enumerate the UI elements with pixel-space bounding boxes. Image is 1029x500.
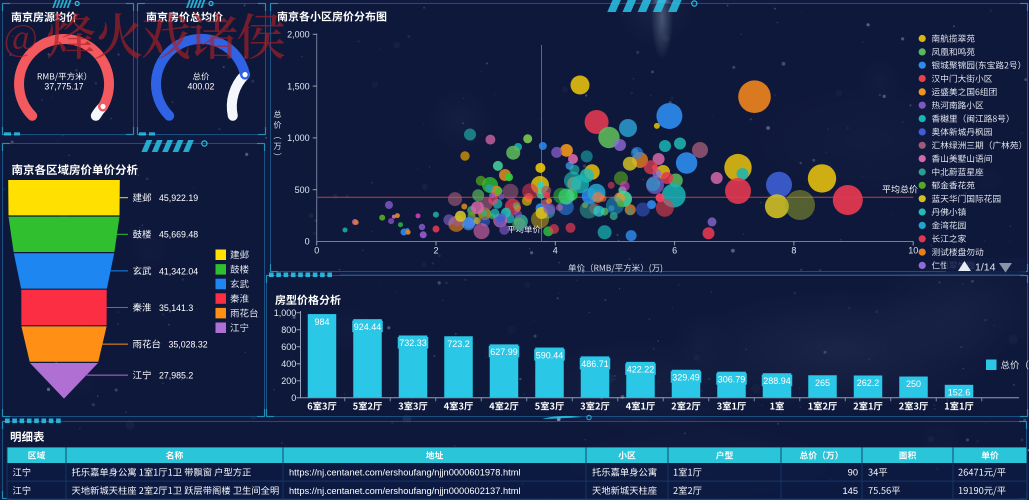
svg-text:1,500: 1,500 (287, 81, 310, 91)
svg-text:984: 984 (314, 317, 329, 327)
svg-text:288.94: 288.94 (763, 376, 791, 386)
svg-text:0: 0 (314, 246, 319, 256)
svg-text:723.2: 723.2 (447, 339, 470, 349)
svg-text:45,669.48: 45,669.48 (159, 230, 198, 240)
svg-text:8: 8 (791, 246, 796, 256)
svg-text:4: 4 (553, 246, 558, 256)
svg-text:https://nj.centanet.com/ershou: https://nj.centanet.com/ershoufang/njjn0… (289, 486, 521, 496)
svg-text:600: 600 (281, 342, 296, 352)
svg-text:41,342.04: 41,342.04 (159, 266, 198, 276)
svg-text:590.44: 590.44 (536, 350, 564, 360)
svg-text:1,000: 1,000 (274, 308, 297, 318)
svg-text:500: 500 (295, 185, 310, 195)
svg-text:0: 0 (291, 393, 296, 403)
svg-text:422.22: 422.22 (627, 365, 655, 375)
svg-text:262.2: 262.2 (857, 378, 880, 388)
svg-text:152.6: 152.6 (948, 388, 971, 398)
svg-text:265: 265 (815, 378, 830, 388)
svg-text:1,000: 1,000 (287, 133, 310, 143)
svg-text:https://nj.centanet.com/ershou: https://nj.centanet.com/ershoufang/njjn0… (289, 468, 521, 478)
svg-text:2: 2 (433, 246, 438, 256)
svg-text:0: 0 (305, 237, 310, 247)
svg-text:10: 10 (908, 246, 918, 256)
svg-text:250: 250 (906, 379, 921, 389)
svg-text:732.33: 732.33 (399, 338, 427, 348)
svg-text:90: 90 (848, 468, 858, 478)
svg-text:306.79: 306.79 (718, 374, 746, 384)
svg-text:37,775.17: 37,775.17 (44, 81, 83, 91)
svg-text:486.71: 486.71 (581, 359, 609, 369)
svg-text:400.02: 400.02 (188, 81, 215, 91)
svg-text:1/14: 1/14 (975, 262, 996, 274)
svg-text:400: 400 (281, 359, 296, 369)
svg-text:35,028.32: 35,028.32 (169, 340, 208, 350)
svg-text:800: 800 (281, 325, 296, 335)
svg-text:627.99: 627.99 (490, 347, 518, 357)
svg-text:2,000: 2,000 (287, 30, 310, 40)
svg-text:45,922.19: 45,922.19 (159, 193, 198, 203)
svg-text:200: 200 (281, 376, 296, 386)
svg-text:27,985.2: 27,985.2 (159, 371, 193, 381)
svg-text:924.44: 924.44 (354, 322, 382, 332)
svg-text:329.49: 329.49 (672, 373, 700, 383)
svg-text:6: 6 (672, 246, 677, 256)
svg-text:145: 145 (842, 486, 858, 496)
svg-text:35,141.3: 35,141.3 (159, 303, 193, 313)
